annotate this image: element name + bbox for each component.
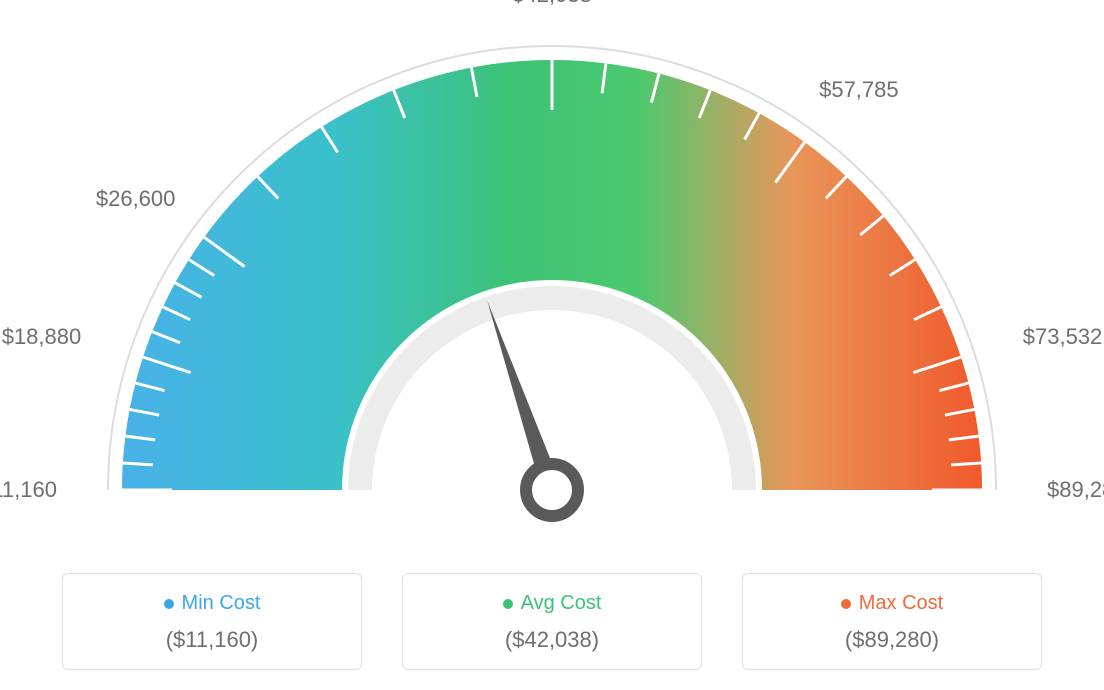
legend-dot-min <box>164 599 174 609</box>
gauge-tick-label: $18,880 <box>2 324 82 350</box>
gauge-svg <box>0 0 1104 560</box>
legend-card-min: Min Cost ($11,160) <box>62 573 362 670</box>
legend-card-avg: Avg Cost ($42,038) <box>402 573 702 670</box>
legend-value-max: ($89,280) <box>753 627 1031 653</box>
gauge-tick-label: $73,532 <box>1023 324 1103 350</box>
gauge-tick-label: $26,600 <box>96 186 176 212</box>
gauge-tick-label: $57,785 <box>819 77 899 103</box>
legend-title-min-text: Min Cost <box>182 592 261 615</box>
legend-dot-max <box>841 599 851 609</box>
legend-dot-avg <box>503 599 513 609</box>
gauge-area: $11,160 $18,880 $26,600 $42,038 $57,785 $73,5… <box>0 0 1104 560</box>
gauge-tick-label: $42,038 <box>512 0 592 8</box>
legend-title-max-text: Max Cost <box>859 592 943 615</box>
legend-value-avg: ($42,038) <box>413 627 691 653</box>
legend-title-max: Max Cost <box>841 592 943 615</box>
legend-value-min: ($11,160) <box>73 627 351 653</box>
legend-row: Min Cost ($11,160) Avg Cost ($42,038) Ma… <box>0 573 1104 670</box>
legend-title-min: Min Cost <box>164 592 261 615</box>
gauge-tick-label: $89,280 <box>1047 477 1104 503</box>
legend-title-avg: Avg Cost <box>503 592 602 615</box>
legend-title-avg-text: Avg Cost <box>521 592 602 615</box>
gauge-tick-label: $11,160 <box>0 477 57 503</box>
legend-card-max: Max Cost ($89,280) <box>742 573 1042 670</box>
cost-gauge-chart: $11,160 $18,880 $26,600 $42,038 $57,785 $73,5… <box>0 0 1104 690</box>
